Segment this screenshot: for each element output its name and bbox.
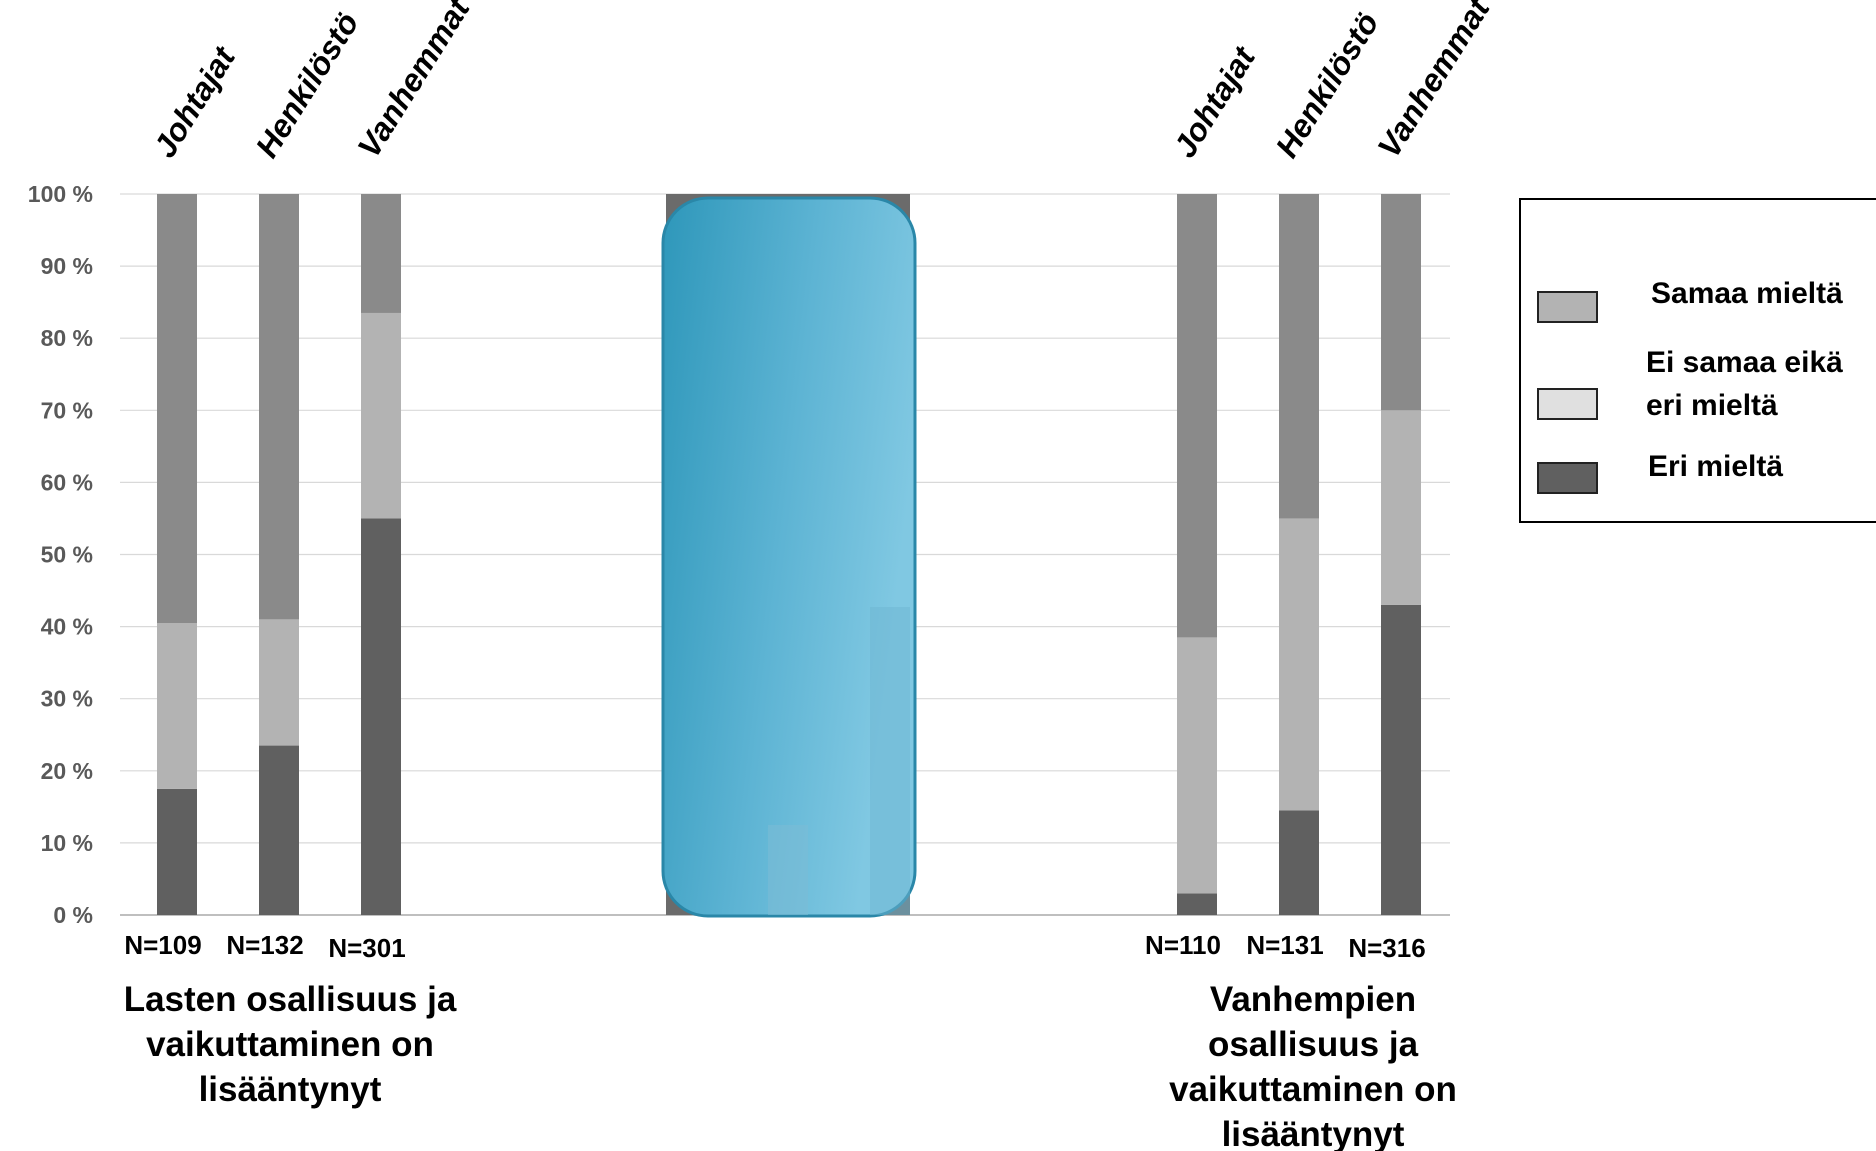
n-label: N=109 <box>124 930 201 960</box>
bar-segment <box>361 312 401 519</box>
legend: Samaa mieltä Ei samaa eikä eri mieltä Eri … <box>1519 198 1876 523</box>
bar-segment <box>1279 194 1319 519</box>
n-label: N=316 <box>1348 933 1425 963</box>
legend-swatch <box>1537 291 1598 323</box>
bar-segment <box>157 194 197 623</box>
category-label: Henkilöstö <box>1268 6 1385 164</box>
n-label: N=131 <box>1246 930 1323 960</box>
group-titles: Lasten osallisuus ja vaikuttaminen on lisä… <box>124 980 1457 1151</box>
n-label: N=132 <box>226 930 303 960</box>
overlay-ghost-bar <box>768 825 808 915</box>
bars <box>157 194 1421 915</box>
y-tick-label: 0 % <box>53 902 93 928</box>
category-label: Vanhemmat <box>1370 0 1497 164</box>
bar-segment <box>157 788 197 915</box>
bar-segment <box>1177 893 1217 915</box>
legend-label: Ei samaa eikä <box>1646 346 1843 379</box>
legend-swatch <box>1537 388 1598 420</box>
y-tick-label: 10 % <box>41 830 93 856</box>
overlay-rounded-rect <box>661 196 917 918</box>
bar-segment <box>1381 410 1421 605</box>
overlay-ghost-bar <box>870 607 910 915</box>
bar-segment <box>361 194 401 313</box>
bar-segment <box>361 518 401 915</box>
bar-segment <box>157 622 197 789</box>
category-label: Johtajat <box>146 39 242 163</box>
category-label: Henkilöstö <box>248 6 365 164</box>
group-title-line: Lasten osallisuus ja <box>124 980 457 1019</box>
group-title-line: Vanhempien <box>1210 980 1416 1019</box>
bar-segment <box>1177 637 1217 894</box>
group-title-line: lisääntynyt <box>1222 1115 1405 1151</box>
n-label: N=301 <box>328 933 405 963</box>
y-axis-ticks: 0 % 10 % 20 % 30 % 40 % 50 % 60 % 70 % 80 % 90 % 1… <box>28 181 93 928</box>
y-tick-label: 50 % <box>41 542 93 568</box>
bar-segment <box>1279 810 1319 915</box>
group-title-line: osallisuus ja <box>1208 1025 1419 1064</box>
y-tick-label: 20 % <box>41 758 93 784</box>
legend-label: eri mieltä <box>1646 389 1778 422</box>
group-title-line: vaikuttaminen on <box>1169 1070 1457 1109</box>
y-tick-label: 100 % <box>28 181 93 207</box>
bar-segment <box>259 619 299 746</box>
bar-segment <box>259 745 299 915</box>
category-label: Vanhemmat <box>350 0 477 164</box>
bar-segment <box>1381 604 1421 915</box>
legend-label: Samaa mieltä <box>1651 277 1843 310</box>
overlay-shape <box>661 194 917 918</box>
group-title-line: lisääntynyt <box>199 1070 382 1109</box>
y-tick-label: 90 % <box>41 253 93 279</box>
n-label: N=110 <box>1145 930 1221 960</box>
y-tick-label: 80 % <box>41 325 93 351</box>
bar-segment <box>1279 518 1319 811</box>
y-tick-label: 60 % <box>41 469 93 495</box>
legend-swatch <box>1537 462 1598 494</box>
legend-label: Eri mieltä <box>1648 450 1783 483</box>
y-tick-label: 40 % <box>41 614 93 640</box>
y-tick-label: 70 % <box>41 397 93 423</box>
y-tick-label: 30 % <box>41 686 93 712</box>
group-title-line: vaikuttaminen on <box>146 1025 434 1064</box>
bar-segment <box>259 194 299 620</box>
bar-segment <box>1381 194 1421 411</box>
bar-segment <box>1177 194 1217 638</box>
category-label: Johtajat <box>1166 39 1262 163</box>
